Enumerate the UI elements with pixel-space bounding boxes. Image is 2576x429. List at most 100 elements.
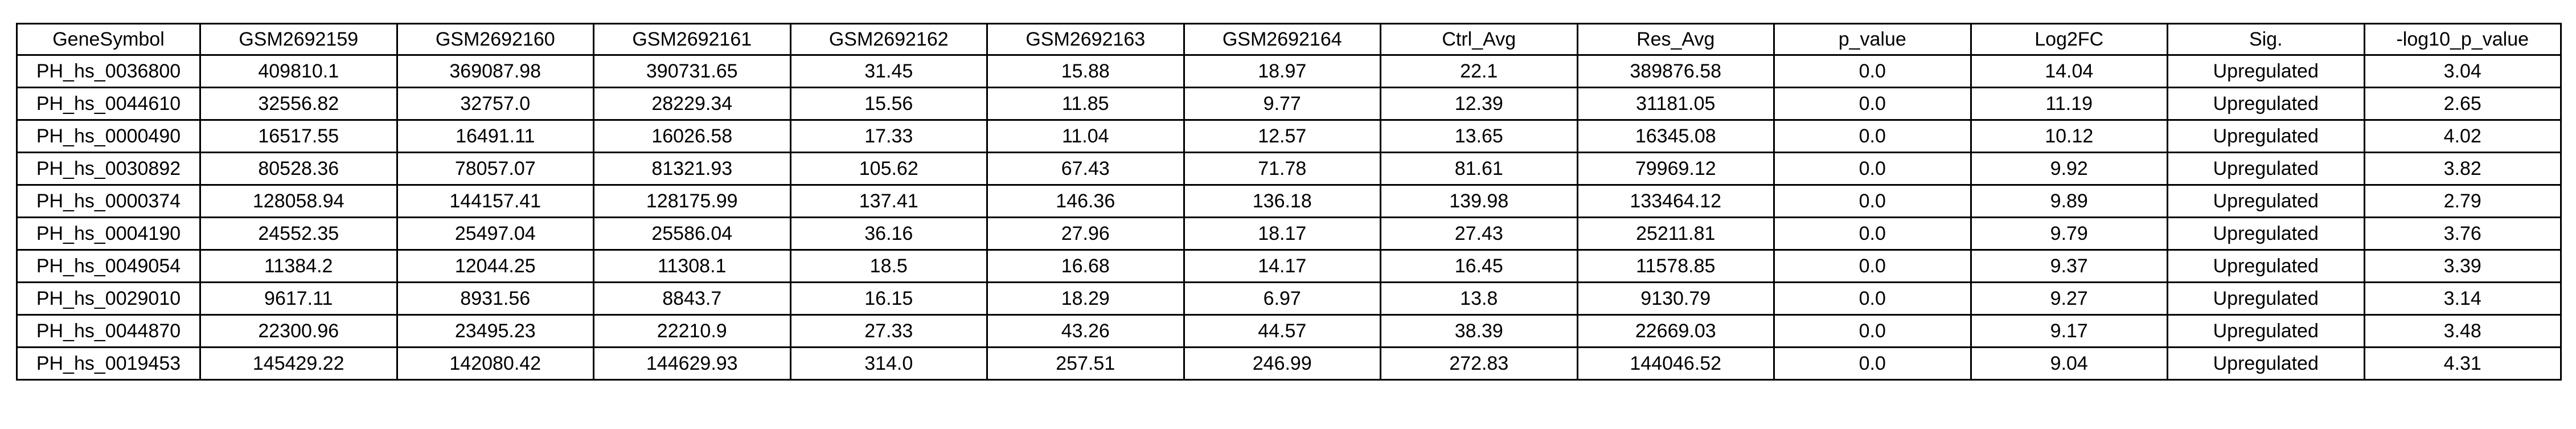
table-cell: Upregulated [2167, 54, 2365, 88]
table-cell: 11.19 [1970, 87, 2168, 121]
column-header: GSM2692161 [593, 23, 791, 56]
table-cell: 0.0 [1773, 314, 1972, 348]
table-cell: 2.65 [2363, 87, 2562, 121]
table-cell: 0.0 [1773, 119, 1972, 153]
table-cell: 81.61 [1380, 152, 1578, 186]
table-cell: 11.85 [986, 87, 1185, 121]
table-cell: 272.83 [1380, 346, 1578, 381]
table-cell: 0.0 [1773, 87, 1972, 121]
table-cell: 8843.7 [593, 281, 791, 316]
table-row: PH_hs_0000490 16517.55 16491.11 16026.58 17.… [16, 119, 2562, 153]
table-cell: 15.56 [789, 87, 988, 121]
table-body: PH_hs_0036800 409810.1 369087.98 390731.65 3… [16, 54, 2562, 381]
table-cell: 3.39 [2363, 249, 2562, 283]
table-row: PH_hs_0000374 128058.94 144157.41 128175.99… [16, 184, 2562, 218]
table-cell: 9617.11 [199, 281, 398, 316]
table-cell: 6.97 [1183, 281, 1381, 316]
table-cell: 16517.55 [199, 119, 398, 153]
table-cell: 390731.65 [593, 54, 791, 88]
table-cell: 18.29 [986, 281, 1185, 316]
table-cell: 9.37 [1970, 249, 2168, 283]
column-header: Res_Avg [1576, 23, 1775, 56]
table-cell: 105.62 [789, 152, 988, 186]
table-cell: 67.43 [986, 152, 1185, 186]
table-cell: 0.0 [1773, 54, 1972, 88]
table-row: PH_hs_0004190 24552.35 25497.04 25586.04 36.… [16, 216, 2562, 251]
table-cell: PH_hs_0044870 [16, 314, 201, 348]
table-cell: 389876.58 [1576, 54, 1775, 88]
table-cell: 16.68 [986, 249, 1185, 283]
table-cell: 9.04 [1970, 346, 2168, 381]
table-cell: Upregulated [2167, 314, 2365, 348]
table-cell: 23495.23 [396, 314, 594, 348]
table-cell: 369087.98 [396, 54, 594, 88]
table-cell: 409810.1 [199, 54, 398, 88]
table-cell: 3.04 [2363, 54, 2562, 88]
table-cell: 38.39 [1380, 314, 1578, 348]
table-cell: 31181.05 [1576, 87, 1775, 121]
table-cell: 12.39 [1380, 87, 1578, 121]
table-cell: 80528.36 [199, 152, 398, 186]
table-cell: 14.04 [1970, 54, 2168, 88]
table-row: PH_hs_0036800 409810.1 369087.98 390731.65 3… [16, 54, 2562, 88]
table-cell: 16345.08 [1576, 119, 1775, 153]
table-cell: 28229.34 [593, 87, 791, 121]
table-cell: 8931.56 [396, 281, 594, 316]
table-cell: 9.79 [1970, 216, 2168, 251]
table-cell: 0.0 [1773, 281, 1972, 316]
table-cell: 14.17 [1183, 249, 1381, 283]
column-header: GSM2692163 [986, 23, 1185, 56]
column-header: Sig. [2167, 23, 2365, 56]
table-cell: 133464.12 [1576, 184, 1775, 218]
table-cell: 139.98 [1380, 184, 1578, 218]
table-cell: 0.0 [1773, 216, 1972, 251]
table-cell: 25211.81 [1576, 216, 1775, 251]
table-cell: 25586.04 [593, 216, 791, 251]
table-cell: 22.1 [1380, 54, 1578, 88]
table-row: PH_hs_0029010 9617.11 8931.56 8843.7 16.15 18… [16, 281, 2562, 316]
table-cell: 79969.12 [1576, 152, 1775, 186]
table-cell: 10.12 [1970, 119, 2168, 153]
table-cell: 16.15 [789, 281, 988, 316]
table-cell: 9.77 [1183, 87, 1381, 121]
table-cell: 3.82 [2363, 152, 2562, 186]
table-cell: Upregulated [2167, 249, 2365, 283]
table-cell: 145429.22 [199, 346, 398, 381]
table-cell: 144046.52 [1576, 346, 1775, 381]
table-cell: 144157.41 [396, 184, 594, 218]
column-header: GSM2692159 [199, 23, 398, 56]
table-cell: 136.18 [1183, 184, 1381, 218]
table-cell: PH_hs_0029010 [16, 281, 201, 316]
table-header: GeneSymbol GSM2692159 GSM2692160 GSM2692161… [16, 23, 2562, 56]
table-cell: 9.89 [1970, 184, 2168, 218]
table-cell: 78057.07 [396, 152, 594, 186]
table-cell: 9.17 [1970, 314, 2168, 348]
table-cell: 22300.96 [199, 314, 398, 348]
column-header: GSM2692160 [396, 23, 594, 56]
table-cell: 137.41 [789, 184, 988, 218]
table-cell: 128175.99 [593, 184, 791, 218]
table-cell: 24552.35 [199, 216, 398, 251]
table-container: GeneSymbol GSM2692159 GSM2692160 GSM2692161… [16, 23, 2562, 381]
table-cell: 15.88 [986, 54, 1185, 88]
table-cell: 257.51 [986, 346, 1185, 381]
table-cell: 11578.85 [1576, 249, 1775, 283]
table-cell: Upregulated [2167, 281, 2365, 316]
gene-expression-table: GeneSymbol GSM2692159 GSM2692160 GSM2692161… [16, 23, 2562, 381]
table-cell: 0.0 [1773, 346, 1972, 381]
table-cell: Upregulated [2167, 152, 2365, 186]
table-cell: 314.0 [789, 346, 988, 381]
table-cell: 31.45 [789, 54, 988, 88]
table-cell: 0.0 [1773, 249, 1972, 283]
table-row: PH_hs_0044610 32556.82 32757.0 28229.34 15.5… [16, 87, 2562, 121]
table-cell: 128058.94 [199, 184, 398, 218]
table-cell: 0.0 [1773, 184, 1972, 218]
table-cell: 18.17 [1183, 216, 1381, 251]
table-cell: 13.65 [1380, 119, 1578, 153]
table-cell: Upregulated [2167, 87, 2365, 121]
table-cell: 18.97 [1183, 54, 1381, 88]
table-cell: 3.14 [2363, 281, 2562, 316]
table-cell: 9.92 [1970, 152, 2168, 186]
column-header: p_value [1773, 23, 1972, 56]
table-cell: 246.99 [1183, 346, 1381, 381]
